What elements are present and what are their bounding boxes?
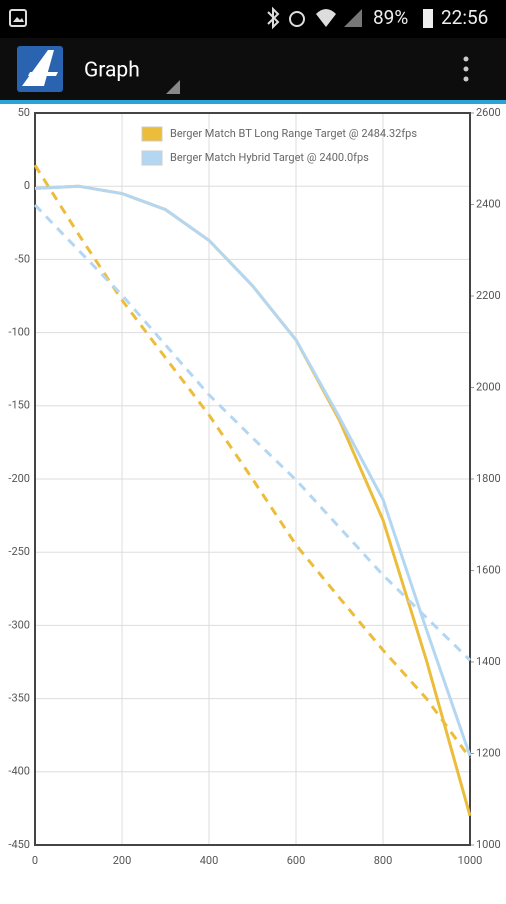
battery-icon [423,9,433,28]
x-tick-label: 400 [200,854,219,867]
y-tick-label: -400 [8,765,30,778]
spinner-arrow [166,80,180,94]
y-tick-label: -150 [8,399,30,412]
y2-tick-label: 1000 [476,838,501,851]
plot-frame [34,112,471,846]
legend-label: Berger Match BT Long Range Target @ 2484… [170,127,417,140]
status-bar [0,0,506,38]
wifi-icon [316,9,336,27]
legend-swatch [141,126,163,142]
notification-image [13,17,24,22]
y-tick-label: -350 [8,692,30,705]
app-logo-mark [22,50,58,86]
y-tick-label: -300 [8,618,30,631]
y-tick-label: -250 [8,545,30,558]
y2-tick-label: 1400 [476,655,501,668]
app-bar [0,38,506,100]
x-tick-label: 200 [113,854,132,867]
clock: 22:56 [441,6,488,29]
chart: -450 -400 -350 -300 -250 -200 -150 -100 -50 0 50 0 2… [8,106,500,867]
battery-percent: 89% [373,6,408,29]
x-tick-label: 0 [32,854,38,867]
y2-tick-label: 2200 [476,289,501,302]
overflow-dot[interactable] [463,66,469,72]
app-title[interactable]: Graph [84,59,140,83]
overflow-dot[interactable] [463,56,469,62]
y2-tick-label: 2000 [476,380,501,393]
y-tick-label: 0 [24,179,30,192]
bluetooth-icon [267,6,280,30]
y2-tick-label: 1800 [476,472,501,485]
y-tick-label: -100 [8,326,30,339]
notification-icon [9,9,27,27]
y2-tick-label: 2600 [476,106,501,119]
signal-icon [344,9,362,27]
legend-swatch [141,150,163,166]
app-bar-accent [0,100,506,104]
legend-label: Berger Match Hybrid Target @ 2400.0fps [170,151,369,164]
x-tick-label: 1000 [458,854,483,867]
overflow-dot[interactable] [463,76,469,82]
nfc-icon [289,11,305,27]
y-tick-label: 50 [18,106,30,119]
trajectory-line [34,184,472,757]
y-tick-label: -50 [15,252,30,265]
x-tick-label: 600 [287,854,306,867]
trajectory-line [34,184,472,817]
y-tick-label: -450 [8,838,30,851]
velocity-line [33,164,472,759]
x-tick-label: 800 [374,854,393,867]
velocity-line [33,203,472,662]
y2-tick-label: 1600 [476,563,501,576]
y2-tick-label: 1200 [476,746,501,759]
y2-tick-label: 2400 [476,197,501,210]
y-tick-label: -200 [8,472,30,485]
